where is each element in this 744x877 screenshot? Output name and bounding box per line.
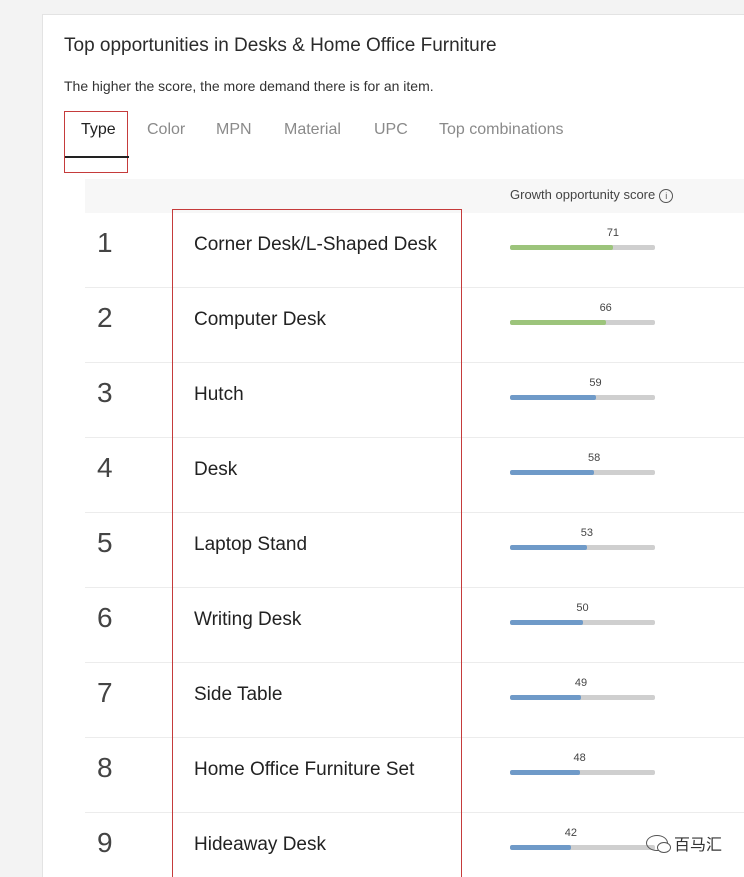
score-bar-fill	[510, 770, 580, 775]
score-bar-fill	[510, 620, 583, 625]
score-header-label: Growth opportunity score	[510, 187, 656, 202]
score-bar-fill	[510, 470, 595, 475]
active-tab-underline	[65, 156, 129, 158]
table-row[interactable]: 3 Hutch 59	[85, 363, 744, 438]
table-row[interactable]: 1 Corner Desk/L-Shaped Desk 71	[85, 213, 744, 288]
score-bar-track	[510, 770, 655, 775]
score-bar-track	[510, 545, 655, 550]
score-value: 71	[606, 227, 620, 239]
tab-color[interactable]: Color	[147, 121, 186, 138]
item-name[interactable]: Hutch	[194, 384, 244, 405]
item-name[interactable]: Hideaway Desk	[194, 834, 326, 855]
item-name[interactable]: Home Office Furniture Set	[194, 759, 415, 780]
score-bar-track	[510, 695, 655, 700]
score-value: 66	[599, 302, 612, 314]
rank-number: 2	[97, 302, 113, 333]
item-name[interactable]: Desk	[194, 459, 238, 480]
score-value: 59	[589, 377, 602, 389]
score-bar-fill	[510, 320, 606, 325]
score-bar-fill	[510, 395, 596, 400]
rank-number: 3	[97, 377, 113, 408]
table-row[interactable]: 7 Side Table 49	[85, 663, 744, 738]
score-value: 58	[587, 452, 601, 464]
rank-number: 8	[97, 752, 113, 783]
score-bar-track	[510, 470, 655, 475]
table-row[interactable]: 4 Desk 58	[85, 438, 744, 513]
tab-type[interactable]: Type	[81, 121, 116, 138]
tab-highlight-box	[64, 111, 128, 173]
item-name[interactable]: Computer Desk	[194, 309, 326, 330]
score-bar-track	[510, 845, 655, 850]
table-row[interactable]: 2 Computer Desk 66	[85, 288, 744, 363]
score-bar-track	[510, 395, 655, 400]
score-value: 42	[564, 827, 578, 839]
item-name[interactable]: Writing Desk	[194, 609, 302, 630]
score-bar-fill	[510, 845, 571, 850]
item-name[interactable]: Corner Desk/L-Shaped Desk	[194, 234, 437, 255]
opportunities-card: Top opportunities in Desks & Home Office…	[42, 14, 744, 877]
score-value: 50	[576, 602, 589, 614]
tab-mpn[interactable]: MPN	[216, 121, 252, 138]
score-bar-track	[510, 320, 655, 325]
tab-material[interactable]: Material	[284, 121, 341, 138]
rank-number: 4	[97, 452, 113, 483]
score-bar-fill	[510, 545, 587, 550]
table-row[interactable]: 8 Home Office Furniture Set 48	[85, 738, 744, 813]
score-bar-track	[510, 620, 655, 625]
tab-upc[interactable]: UPC	[374, 121, 408, 138]
item-name[interactable]: Side Table	[194, 684, 283, 705]
table-row[interactable]: 5 Laptop Stand 53	[85, 513, 744, 588]
wechat-icon	[645, 835, 671, 853]
table-row[interactable]: 6 Writing Desk 50	[85, 588, 744, 663]
score-value: 49	[574, 677, 588, 689]
score-bar-track	[510, 245, 655, 250]
page-subtitle: The higher the score, the more demand th…	[64, 78, 434, 94]
watermark: 百马汇	[645, 831, 722, 855]
rank-number: 6	[97, 602, 113, 633]
rank-number: 5	[97, 527, 113, 558]
rank-number: 7	[97, 677, 113, 708]
score-bar-fill	[510, 245, 613, 250]
rank-number: 1	[97, 227, 113, 258]
table-row[interactable]: 9 Hideaway Desk 42	[85, 813, 744, 877]
score-bar-fill	[510, 695, 582, 700]
rank-number: 9	[97, 827, 113, 858]
score-value: 53	[580, 527, 593, 539]
watermark-label: 百马汇	[673, 837, 722, 854]
item-name[interactable]: Laptop Stand	[194, 534, 308, 555]
table-header: Growth opportunity score i	[85, 179, 744, 213]
tab-top-combinations[interactable]: Top combinations	[439, 121, 564, 138]
score-value: 48	[573, 752, 586, 764]
score-column-header: Growth opportunity score i	[510, 187, 674, 203]
tab-bar: Type Color MPN Material UPC Top combinat…	[43, 111, 744, 175]
page-title: Top opportunities in Desks & Home Office…	[64, 35, 497, 56]
info-circle-icon[interactable]: i	[659, 189, 674, 203]
